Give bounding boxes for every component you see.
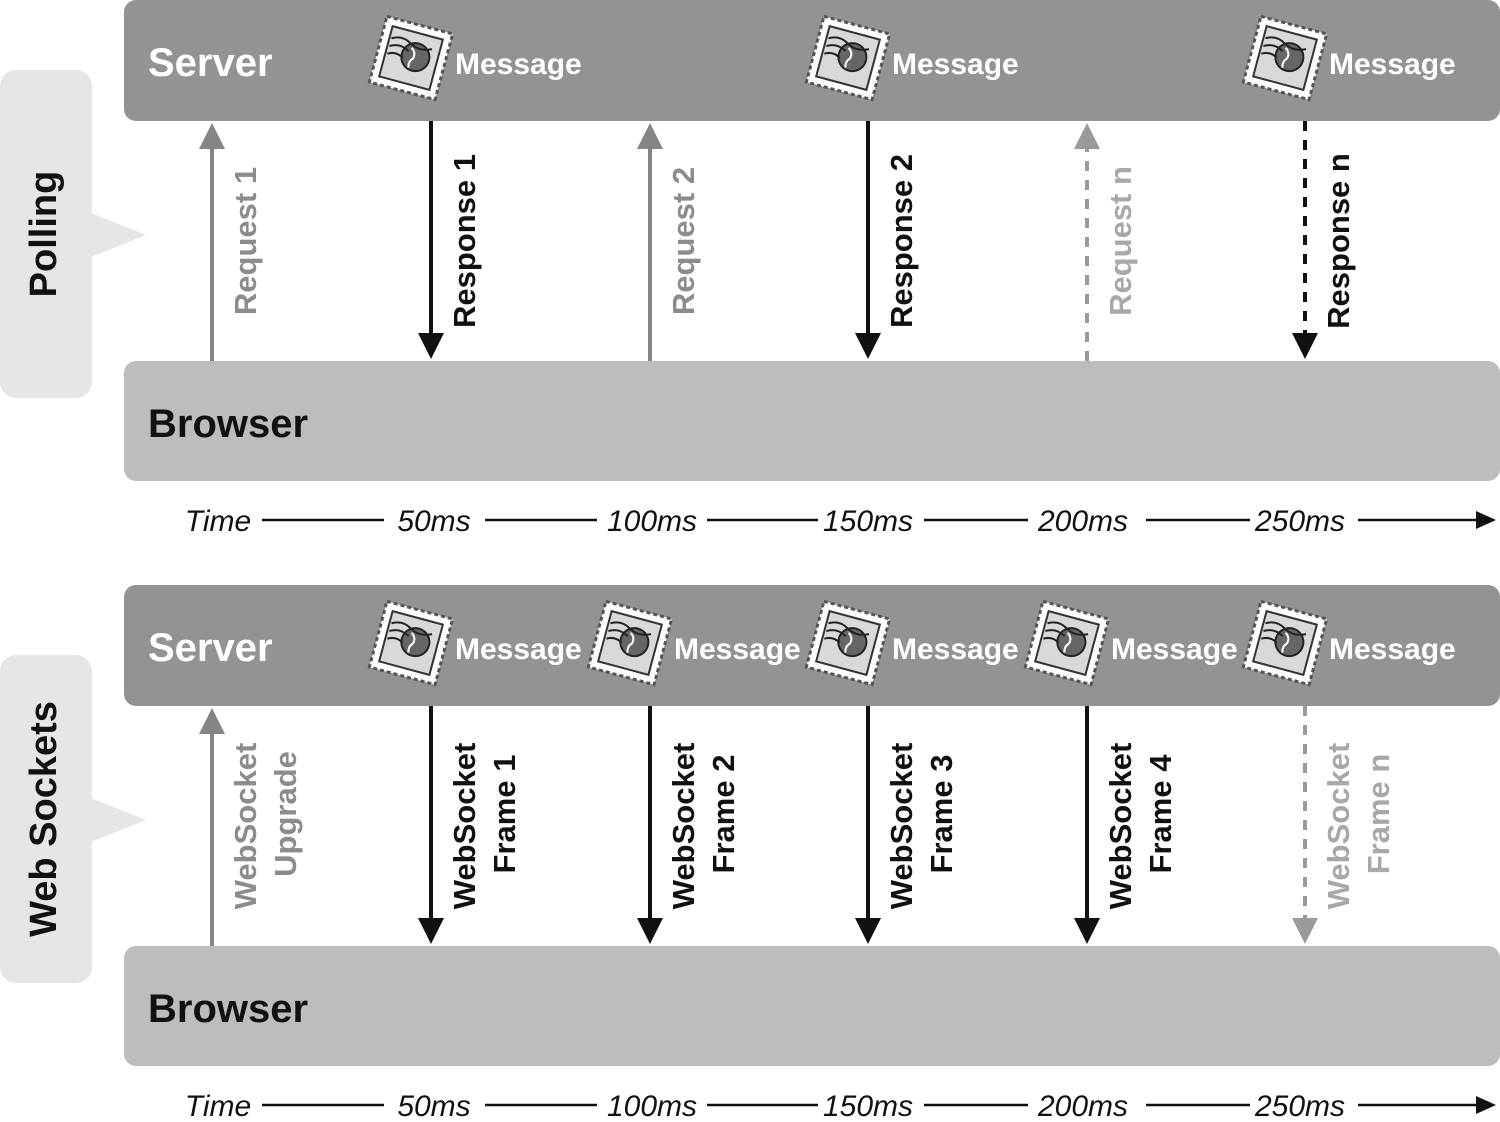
- arrow-label: Response 2: [884, 154, 919, 328]
- message-label: Message: [455, 633, 582, 666]
- message-label: Message: [674, 633, 801, 666]
- arrow-label: Frame n: [1361, 754, 1396, 875]
- side-tab: Polling: [0, 70, 146, 398]
- arrow-label: WebSocket: [228, 743, 263, 910]
- response-arrow: WebSocket Frame 4: [1074, 706, 1178, 944]
- arrow-label: Response 1: [447, 154, 482, 328]
- server-message: Message: [804, 599, 1019, 687]
- side-label: Web Sockets: [23, 701, 65, 937]
- time-arrowhead-icon: [1476, 1096, 1496, 1114]
- message-label: Message: [1329, 633, 1456, 666]
- time-label: 100ms: [607, 1090, 697, 1117]
- message-label: Message: [1111, 633, 1238, 666]
- arrowhead-down-icon: [855, 333, 881, 359]
- time-label: 250ms: [1254, 505, 1345, 538]
- time-label: 100ms: [607, 505, 697, 538]
- response-arrow: WebSocket Frame n: [1292, 706, 1396, 944]
- arrow-label: WebSocket: [666, 743, 701, 910]
- server-message: Message: [1241, 14, 1456, 102]
- request-arrow: Request n: [1074, 123, 1138, 361]
- arrow-label: Frame 1: [487, 755, 522, 874]
- time-axis: Time 50ms 100ms 150ms 200ms 250ms: [185, 505, 1496, 538]
- time-label: 150ms: [823, 505, 913, 538]
- arrowhead-down-icon: [1292, 918, 1318, 944]
- panel-polling: Polling Server Browser Message Message Messag…: [0, 0, 1500, 538]
- message-label: Message: [892, 48, 1019, 81]
- time-label: 200ms: [1037, 1090, 1128, 1117]
- time-arrowhead-icon: [1476, 511, 1496, 529]
- arrowhead-down-icon: [855, 918, 881, 944]
- server-message: Message: [367, 14, 582, 102]
- server-label: Server: [148, 626, 273, 670]
- panel-websockets: Web Sockets Server Browser Message Message Me…: [0, 585, 1500, 1122]
- request-arrow: Request 1: [199, 123, 263, 361]
- request-arrow: Request 2: [637, 123, 701, 361]
- arrowhead-up-icon: [199, 708, 225, 734]
- arrowhead-down-icon: [1074, 918, 1100, 944]
- time-label: 250ms: [1254, 1090, 1345, 1117]
- arrow-label: WebSocket: [1321, 743, 1356, 910]
- arrowhead-up-icon: [637, 123, 663, 149]
- arrow-label: WebSocket: [447, 743, 482, 910]
- arrowhead-up-icon: [199, 123, 225, 149]
- arrowhead-down-icon: [418, 333, 444, 359]
- server-message: Message: [586, 599, 801, 687]
- arrow-label: Frame 4: [1143, 754, 1178, 874]
- browser-label: Browser: [148, 402, 308, 446]
- message-label: Message: [455, 48, 582, 81]
- arrow-label: Request n: [1103, 166, 1138, 316]
- side-label: Polling: [23, 171, 65, 298]
- request-arrow: WebSocket Upgrade: [199, 708, 303, 946]
- response-arrow: Response 1: [418, 121, 482, 359]
- server-label: Server: [148, 41, 273, 85]
- arrowhead-up-icon: [1074, 123, 1100, 149]
- arrow-label: Request 1: [228, 167, 263, 315]
- server-message: Message: [367, 599, 582, 687]
- arrow-label: Upgrade: [268, 751, 303, 877]
- response-arrow: Response 2: [855, 121, 919, 359]
- time-label: 50ms: [397, 505, 470, 538]
- arrow-label: WebSocket: [1103, 743, 1138, 910]
- response-arrow: WebSocket Frame 3: [855, 706, 959, 944]
- server-message: Message: [804, 14, 1019, 102]
- arrow-label: Response n: [1321, 153, 1356, 329]
- browser-lane: Browser: [124, 946, 1500, 1066]
- arrow-label: Frame 2: [706, 755, 741, 874]
- arrowhead-down-icon: [418, 918, 444, 944]
- response-arrow: Response n: [1292, 121, 1356, 359]
- arrowhead-down-icon: [637, 918, 663, 944]
- browser-lane: Browser: [124, 361, 1500, 481]
- side-tab: Web Sockets: [0, 655, 146, 983]
- arrow-label: WebSocket: [884, 743, 919, 910]
- arrowhead-down-icon: [1292, 333, 1318, 359]
- time-label: Time: [185, 505, 251, 538]
- time-label: 50ms: [397, 1090, 470, 1117]
- time-label: 150ms: [823, 1090, 913, 1117]
- server-message: Message: [1241, 599, 1456, 687]
- arrow-label: Request 2: [666, 167, 701, 315]
- browser-label: Browser: [148, 987, 308, 1031]
- time-label: 200ms: [1037, 505, 1128, 538]
- message-label: Message: [892, 633, 1019, 666]
- time-axis: Time 50ms 100ms 150ms 200ms 250ms: [185, 1090, 1496, 1122]
- time-label: Time: [185, 1090, 251, 1117]
- message-label: Message: [1329, 48, 1456, 81]
- response-arrow: WebSocket Frame 2: [637, 706, 741, 944]
- server-message: Message: [1023, 599, 1238, 687]
- arrow-label: Frame 3: [924, 755, 959, 874]
- response-arrow: WebSocket Frame 1: [418, 706, 522, 944]
